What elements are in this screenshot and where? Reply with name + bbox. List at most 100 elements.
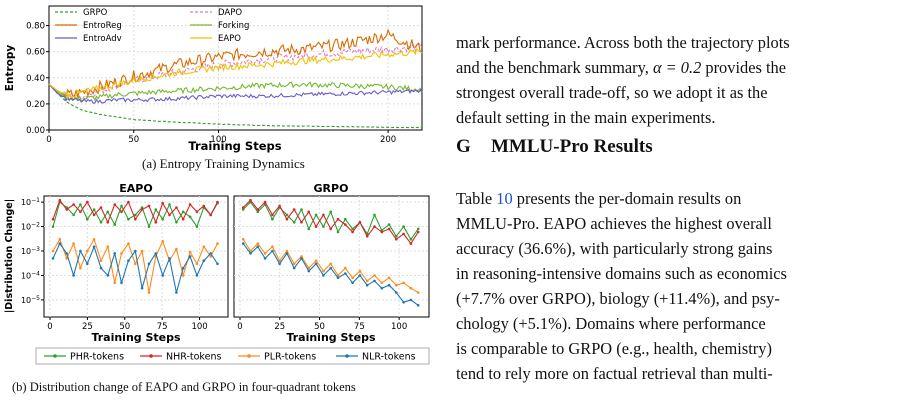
- data-point: [168, 203, 171, 206]
- data-point: [72, 242, 75, 245]
- data-point: [154, 221, 158, 224]
- data-point: [113, 281, 116, 285]
- data-point: [263, 200, 267, 204]
- data-point: [106, 221, 110, 224]
- text-line: in reasoning-intensive domains such as e…: [456, 264, 787, 283]
- data-point: [113, 223, 116, 226]
- section-title: MMLU-Pro Results: [491, 136, 653, 157]
- entropy-legend: GRPO DAPO EntroReg Forking EntroAdv EAPO: [55, 8, 249, 44]
- data-point: [387, 276, 391, 280]
- data-point: [373, 225, 376, 228]
- data-point: [387, 227, 391, 231]
- legend-label-nlr-tokens: NLR-tokens: [362, 352, 416, 363]
- alpha-math: α = 0.2: [652, 58, 702, 77]
- data-point: [113, 203, 116, 206]
- data-point: [416, 291, 420, 294]
- series-line-plr-tokens: [52, 237, 218, 293]
- data-point: [373, 213, 376, 217]
- data-point: [314, 259, 318, 262]
- y-tick-label: 10−5: [21, 295, 40, 305]
- data-point: [395, 291, 398, 294]
- data-point: [58, 242, 62, 245]
- data-point: [344, 223, 347, 226]
- data-point: [147, 262, 151, 266]
- y-tick-label: 0.00: [26, 126, 45, 136]
- data-point: [127, 259, 130, 262]
- data-point: [58, 198, 62, 202]
- x-tick-label: 0: [237, 322, 242, 332]
- eapo-panel-title: EAPO: [119, 182, 152, 195]
- legend-label-eapo: EAPO: [218, 34, 241, 44]
- data-point: [86, 217, 89, 221]
- data-point: [216, 262, 219, 266]
- y-tick-label: 10−2: [21, 222, 40, 232]
- data-point: [351, 227, 354, 231]
- data-point: [195, 274, 199, 277]
- data-point: [365, 235, 369, 238]
- data-point: [373, 279, 376, 283]
- y-tick-label: 10−3: [21, 246, 40, 256]
- data-point: [181, 266, 185, 270]
- data-point: [154, 208, 158, 211]
- data-point: [271, 217, 274, 221]
- data-point: [120, 210, 123, 214]
- data-point: [278, 262, 281, 266]
- series-line-grpo: [48, 83, 423, 129]
- data-point: [285, 213, 289, 217]
- data-point: [395, 283, 398, 287]
- data-point: [106, 210, 110, 214]
- data-point: [106, 274, 110, 277]
- distribution-legend: PHR-tokens NHR-tokens PLR-tokens NLR-tokens: [35, 347, 430, 365]
- data-point: [58, 238, 62, 241]
- data-point: [161, 217, 164, 221]
- table-ref-link[interactable]: 10: [496, 189, 513, 208]
- x-tick-label: 100: [210, 135, 226, 145]
- data-point: [65, 252, 68, 255]
- data-point: [322, 269, 325, 273]
- data-point: [92, 208, 96, 211]
- data-point: [329, 227, 333, 231]
- x-tick-label: 50: [314, 322, 325, 332]
- data-point: [249, 198, 252, 202]
- data-point: [314, 225, 318, 228]
- x-tick-label: 50: [119, 322, 130, 332]
- data-point: [307, 227, 311, 231]
- entropy-xlabel: Training Steps: [188, 139, 281, 153]
- data-point: [120, 281, 123, 285]
- data-point: [65, 257, 68, 260]
- data-point: [140, 286, 144, 290]
- data-point: [86, 262, 89, 266]
- data-point: [161, 274, 164, 277]
- data-point: [416, 227, 420, 231]
- data-point: [195, 262, 199, 266]
- text-line: strongest overall trade-off, so we adopt…: [456, 83, 768, 102]
- data-point: [344, 272, 347, 275]
- data-point: [79, 266, 82, 270]
- data-point: [209, 213, 212, 217]
- text-line: Table: [456, 189, 497, 208]
- data-point: [175, 291, 178, 294]
- data-point: [202, 259, 206, 262]
- grpo-panel-title: GRPO: [314, 182, 349, 195]
- text-line: (+7.7% over GRPO), biology (+11.4%), and…: [456, 289, 780, 308]
- legend-label-plr-tokens: PLR-tokens: [264, 352, 316, 363]
- x-tick-label: 100: [191, 322, 207, 332]
- data-point: [329, 266, 333, 270]
- data-point: [336, 230, 340, 234]
- data-point: [249, 252, 252, 255]
- data-point: [175, 221, 178, 224]
- legend-marker: [149, 354, 153, 358]
- data-point: [373, 274, 376, 277]
- data-point: [271, 245, 274, 248]
- data-point: [72, 213, 75, 217]
- data-point: [209, 252, 212, 255]
- data-point: [127, 217, 130, 221]
- data-point: [168, 257, 171, 260]
- legend-label-nhr-tokens: NHR-tokens: [166, 352, 221, 363]
- caption-a: (a) Entropy Training Dynamics: [142, 156, 305, 171]
- y-tick-label: 0.20: [26, 100, 45, 110]
- y-tick-label: 0.80: [26, 22, 45, 32]
- y-tick-label: 10−1: [21, 197, 40, 207]
- text-line: and the benchmark summary,: [456, 58, 653, 77]
- data-point: [134, 213, 137, 217]
